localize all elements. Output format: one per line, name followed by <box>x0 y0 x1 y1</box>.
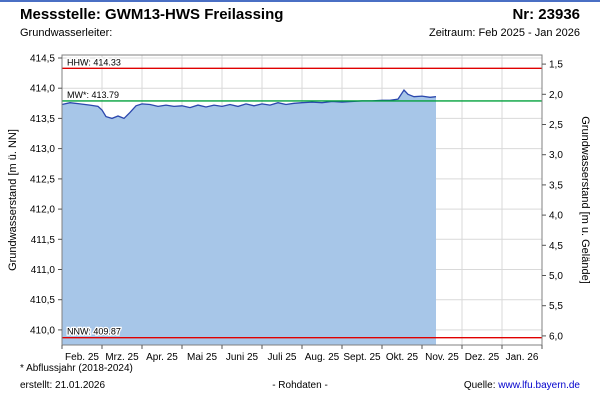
reference-label-nnw: NNW: 409.87 <box>67 327 121 337</box>
y-right-tick-label: 3,0 <box>549 150 563 161</box>
y-left-tick-label: 413,5 <box>30 114 55 125</box>
period-label: Zeitraum: Feb 2025 - Jan 2026 <box>428 27 580 39</box>
source-line: Quelle: www.lfu.bayern.de <box>464 380 580 391</box>
source-link[interactable]: www.lfu.bayern.de <box>498 380 580 391</box>
x-tick-label: Juli 25 <box>268 352 297 363</box>
reference-label-mw: MW*: 413.79 <box>67 90 119 100</box>
reference-label-hhw: HHW: 414.33 <box>67 57 121 67</box>
y-right-tick-label: 5,0 <box>549 271 563 282</box>
top-rule <box>0 0 600 2</box>
x-tick-label: Aug. 25 <box>305 352 340 363</box>
station-number: Nr: 23936 <box>512 6 580 23</box>
x-tick-label: Juni 25 <box>226 352 259 363</box>
footnote-abflussjahr: * Abflussjahr (2018-2024) <box>20 363 133 374</box>
y-left-tick-label: 414,0 <box>30 84 55 95</box>
x-tick-label: Apr. 25 <box>146 352 178 363</box>
rohdaten-label: - Rohdaten - <box>272 380 328 391</box>
y-left-tick-label: 414,5 <box>30 54 55 65</box>
y-left-tick-label: 412,0 <box>30 205 55 216</box>
y-left-tick-label: 411,0 <box>31 265 56 276</box>
x-tick-label: Sept. 25 <box>343 352 381 363</box>
y-left-tick-label: 412,5 <box>30 174 55 185</box>
y-left-tick-label: 413,0 <box>30 144 55 155</box>
x-tick-label: Feb. 25 <box>65 352 99 363</box>
y-axis-label-left: Grundwasserstand [m ü. NN] <box>7 129 19 271</box>
x-tick-label: Okt. 25 <box>386 352 419 363</box>
x-tick-label: Nov. 25 <box>425 352 459 363</box>
y-right-tick-label: 5,5 <box>549 301 563 312</box>
x-tick-label: Mai 25 <box>187 352 217 363</box>
x-tick-label: Dez. 25 <box>465 352 500 363</box>
source-label: Quelle: <box>463 380 496 391</box>
y-left-tick-label: 411,5 <box>31 235 56 246</box>
x-tick-label: Mrz. 25 <box>105 352 139 363</box>
y-axis-label-right: Grundwasserstand [m u. Gelände] <box>579 116 591 284</box>
created-date: erstellt: 21.01.2026 <box>20 380 106 391</box>
y-right-tick-label: 6,0 <box>549 331 563 342</box>
groundwater-area <box>62 90 436 345</box>
y-right-tick-label: 2,0 <box>549 90 563 101</box>
y-right-tick-label: 1,5 <box>549 60 563 71</box>
aquifer-label: Grundwasserleiter: <box>20 27 113 39</box>
x-tick-label: Jan. 26 <box>506 352 539 363</box>
page-title: Messstelle: GWM13-HWS Freilassing <box>20 6 284 23</box>
y-right-tick-label: 3,5 <box>549 180 563 191</box>
y-left-tick-label: 410,5 <box>30 295 55 306</box>
y-right-tick-label: 4,5 <box>549 241 563 252</box>
y-right-tick-label: 2,5 <box>549 120 563 131</box>
y-left-tick-label: 410,0 <box>30 325 55 336</box>
y-right-tick-label: 4,0 <box>549 211 563 222</box>
